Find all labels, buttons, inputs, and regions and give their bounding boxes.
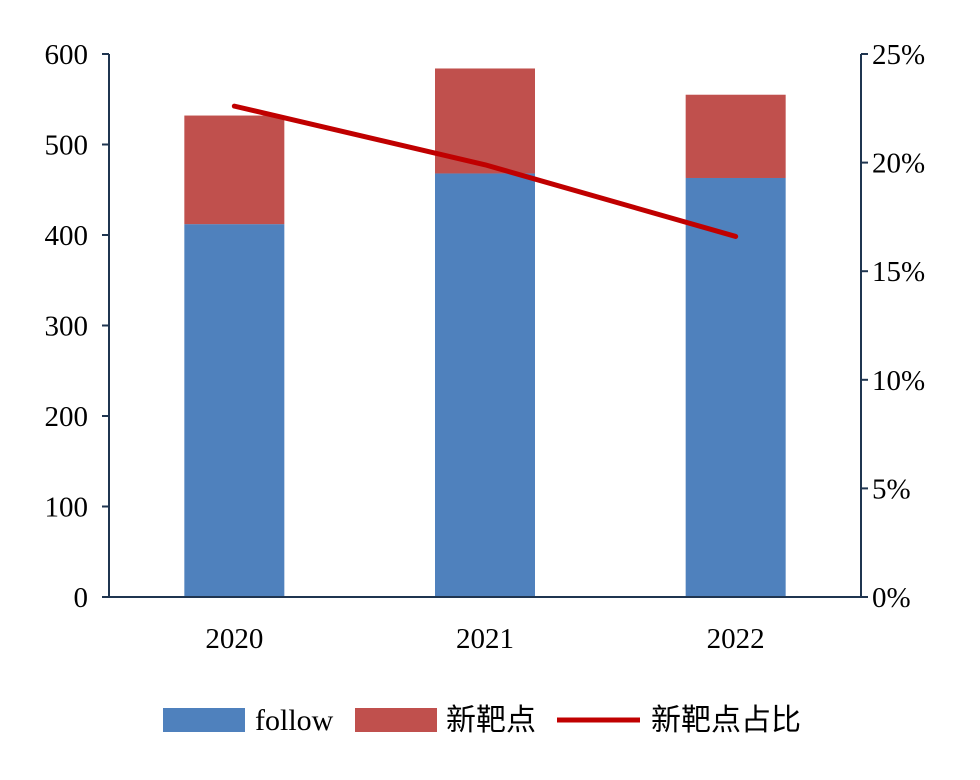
x-tick-labels: 2020 2021 2022 xyxy=(205,623,764,655)
x-tick-label-2022: 2022 xyxy=(707,623,765,655)
left-tick-label-2: 200 xyxy=(45,401,89,433)
x-tick-label-2020: 2020 xyxy=(205,623,263,655)
right-tick-label-4: 20% xyxy=(872,148,925,180)
right-tick-label-5: 25% xyxy=(872,39,925,71)
right-tick-label-3: 15% xyxy=(872,256,925,288)
legend-swatch-follow xyxy=(163,708,245,732)
right-tick-label-0: 0% xyxy=(872,582,911,614)
left-tick-label-1: 100 xyxy=(45,492,89,524)
left-tick-label-4: 400 xyxy=(45,220,89,252)
right-tick-label-2: 10% xyxy=(872,365,925,397)
bar-follow-2020 xyxy=(184,224,285,597)
legend: follow 新靶点 新靶点占比 xyxy=(163,703,801,738)
legend-label-new-target: 新靶点 xyxy=(446,703,536,738)
left-tick-label-0: 0 xyxy=(74,582,89,614)
x-tick-label-2021: 2021 xyxy=(456,623,514,655)
left-y-ticks: 0 100 200 300 400 500 600 xyxy=(45,39,109,614)
bar-follow-2021 xyxy=(435,173,535,597)
left-tick-label-6: 600 xyxy=(45,39,89,71)
bars-layer xyxy=(184,68,786,598)
right-tick-label-1: 5% xyxy=(872,473,911,505)
legend-swatch-new-target xyxy=(355,708,437,732)
bar-follow-2022 xyxy=(685,177,786,598)
left-tick-label-5: 500 xyxy=(45,130,89,162)
legend-label-ratio: 新靶点占比 xyxy=(651,703,801,738)
ratio-line xyxy=(231,103,739,239)
left-tick-label-3: 300 xyxy=(45,311,89,343)
legend-label-follow: follow xyxy=(255,704,334,737)
bar-new-target-2020 xyxy=(184,115,285,225)
bar-new-target-2022 xyxy=(685,94,786,178)
right-y-ticks: 0% 5% 10% 15% 20% 25% xyxy=(861,39,925,614)
